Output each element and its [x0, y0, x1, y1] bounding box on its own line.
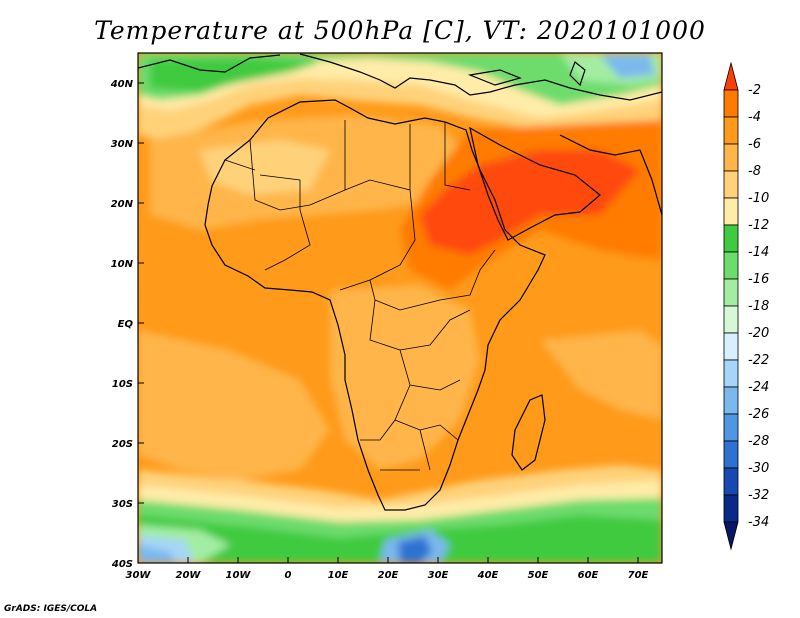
- tick-marks: [138, 82, 639, 563]
- longitude-labels: 30W 20W 10W 0 10E 20E 30E 40E 50E 60E 70…: [126, 570, 649, 581]
- colorbar-label: -20: [748, 326, 769, 341]
- africa-coastline: [204, 99, 546, 511]
- field-north-blue: [600, 55, 655, 78]
- colorbar-label: -16: [748, 272, 769, 287]
- lat-label: 40S: [111, 559, 133, 570]
- lat-label: 30N: [111, 139, 134, 150]
- colorbar-boxes: [723, 61, 739, 551]
- colorbar-box: [723, 413, 739, 442]
- lon-label: 20E: [378, 570, 399, 581]
- lon-label: 30E: [428, 570, 449, 581]
- madagascar-coastline: [511, 394, 546, 471]
- field-indian-light: [540, 330, 662, 420]
- colorbar-label: -34: [748, 515, 769, 530]
- colorbar: -2 -4 -6 -8 -10 -12 -14 -16 -18 -20 -22 …: [723, 61, 769, 551]
- colorbar-box: [723, 224, 739, 253]
- field-south-deep-blue: [398, 536, 432, 563]
- colorbar-label: -8: [748, 164, 761, 179]
- colorbar-box: [723, 386, 739, 415]
- field-central: [330, 285, 480, 470]
- colorbar-label: -22: [748, 353, 769, 368]
- colorbar-box: [723, 278, 739, 307]
- colorbar-label: -24: [748, 380, 769, 395]
- lat-label: 40N: [110, 79, 134, 90]
- colorbar-label: -30: [748, 461, 769, 476]
- grads-credit: GrADS: IGES/COLA: [4, 604, 98, 614]
- colorbar-arrow-bottom: [723, 521, 739, 551]
- colorbar-label: -6: [748, 137, 761, 152]
- colorbar-box: [723, 251, 739, 280]
- colorbar-label: -4: [748, 110, 761, 125]
- arabia-coastline: [469, 126, 601, 241]
- lat-label: 20S: [112, 439, 133, 450]
- colorbar-box: [723, 305, 739, 334]
- colorbar-label: -12: [748, 218, 769, 233]
- black-sea-coastline: [467, 69, 522, 86]
- lon-label: 50E: [528, 570, 549, 581]
- colorbar-box: [723, 440, 739, 469]
- lon-label: 30W: [126, 570, 152, 581]
- colorbar-box: [723, 197, 739, 226]
- colorbar-arrow-top: [723, 61, 739, 91]
- lon-label: 10E: [328, 570, 349, 581]
- field-arabia-hot: [420, 150, 640, 255]
- colorbar-box: [723, 332, 739, 361]
- colorbar-label: -28: [748, 434, 769, 449]
- plot-frame: [137, 52, 663, 564]
- caspian-coastline: [569, 61, 586, 87]
- lat-label: 30S: [112, 499, 133, 510]
- colorbar-box: [723, 467, 739, 496]
- lat-label: 20N: [111, 199, 134, 210]
- lon-label: 10W: [226, 570, 252, 581]
- colorbar-box: [723, 359, 739, 388]
- field-north-dark-green: [150, 58, 320, 92]
- colorbar-label: -18: [748, 299, 769, 314]
- colorbar-label: -2: [748, 83, 761, 98]
- colorbar-box: [723, 143, 739, 172]
- lon-label: 20W: [176, 570, 202, 581]
- country-borders: [224, 120, 496, 471]
- lat-label: 10S: [112, 379, 133, 390]
- temperature-field: [138, 53, 662, 563]
- colorbar-box: [723, 89, 739, 118]
- field-atlantic-light: [138, 330, 330, 480]
- colorbar-box: [723, 170, 739, 199]
- colorbar-label: -26: [748, 407, 769, 422]
- colorbar-box: [723, 116, 739, 145]
- colorbar-label: -32: [748, 488, 769, 503]
- coastlines: [138, 53, 662, 511]
- lon-label: 40E: [477, 570, 499, 581]
- colorbar-box: [723, 494, 739, 523]
- lon-label: 60E: [578, 570, 599, 581]
- latitude-labels: 40N 30N 20N 10N EQ 10S 20S 30S 40S: [110, 79, 134, 570]
- colorbar-labels: -2 -4 -6 -8 -10 -12 -14 -16 -18 -20 -22 …: [748, 83, 769, 530]
- persian-gulf-coastline: [559, 134, 641, 156]
- colorbar-label: -14: [748, 245, 769, 260]
- colorbar-label: -10: [748, 191, 769, 206]
- india-coastline: [639, 149, 662, 216]
- lon-label: 70E: [628, 570, 649, 581]
- lat-label: EQ: [118, 319, 134, 330]
- map-title: Temperature at 500hPa [C], VT: 202010100…: [94, 16, 706, 45]
- lon-label: 0: [285, 570, 292, 581]
- europe-coastline: [138, 53, 662, 101]
- lat-label: 10N: [111, 259, 134, 270]
- field-south-blue-west: [138, 545, 175, 563]
